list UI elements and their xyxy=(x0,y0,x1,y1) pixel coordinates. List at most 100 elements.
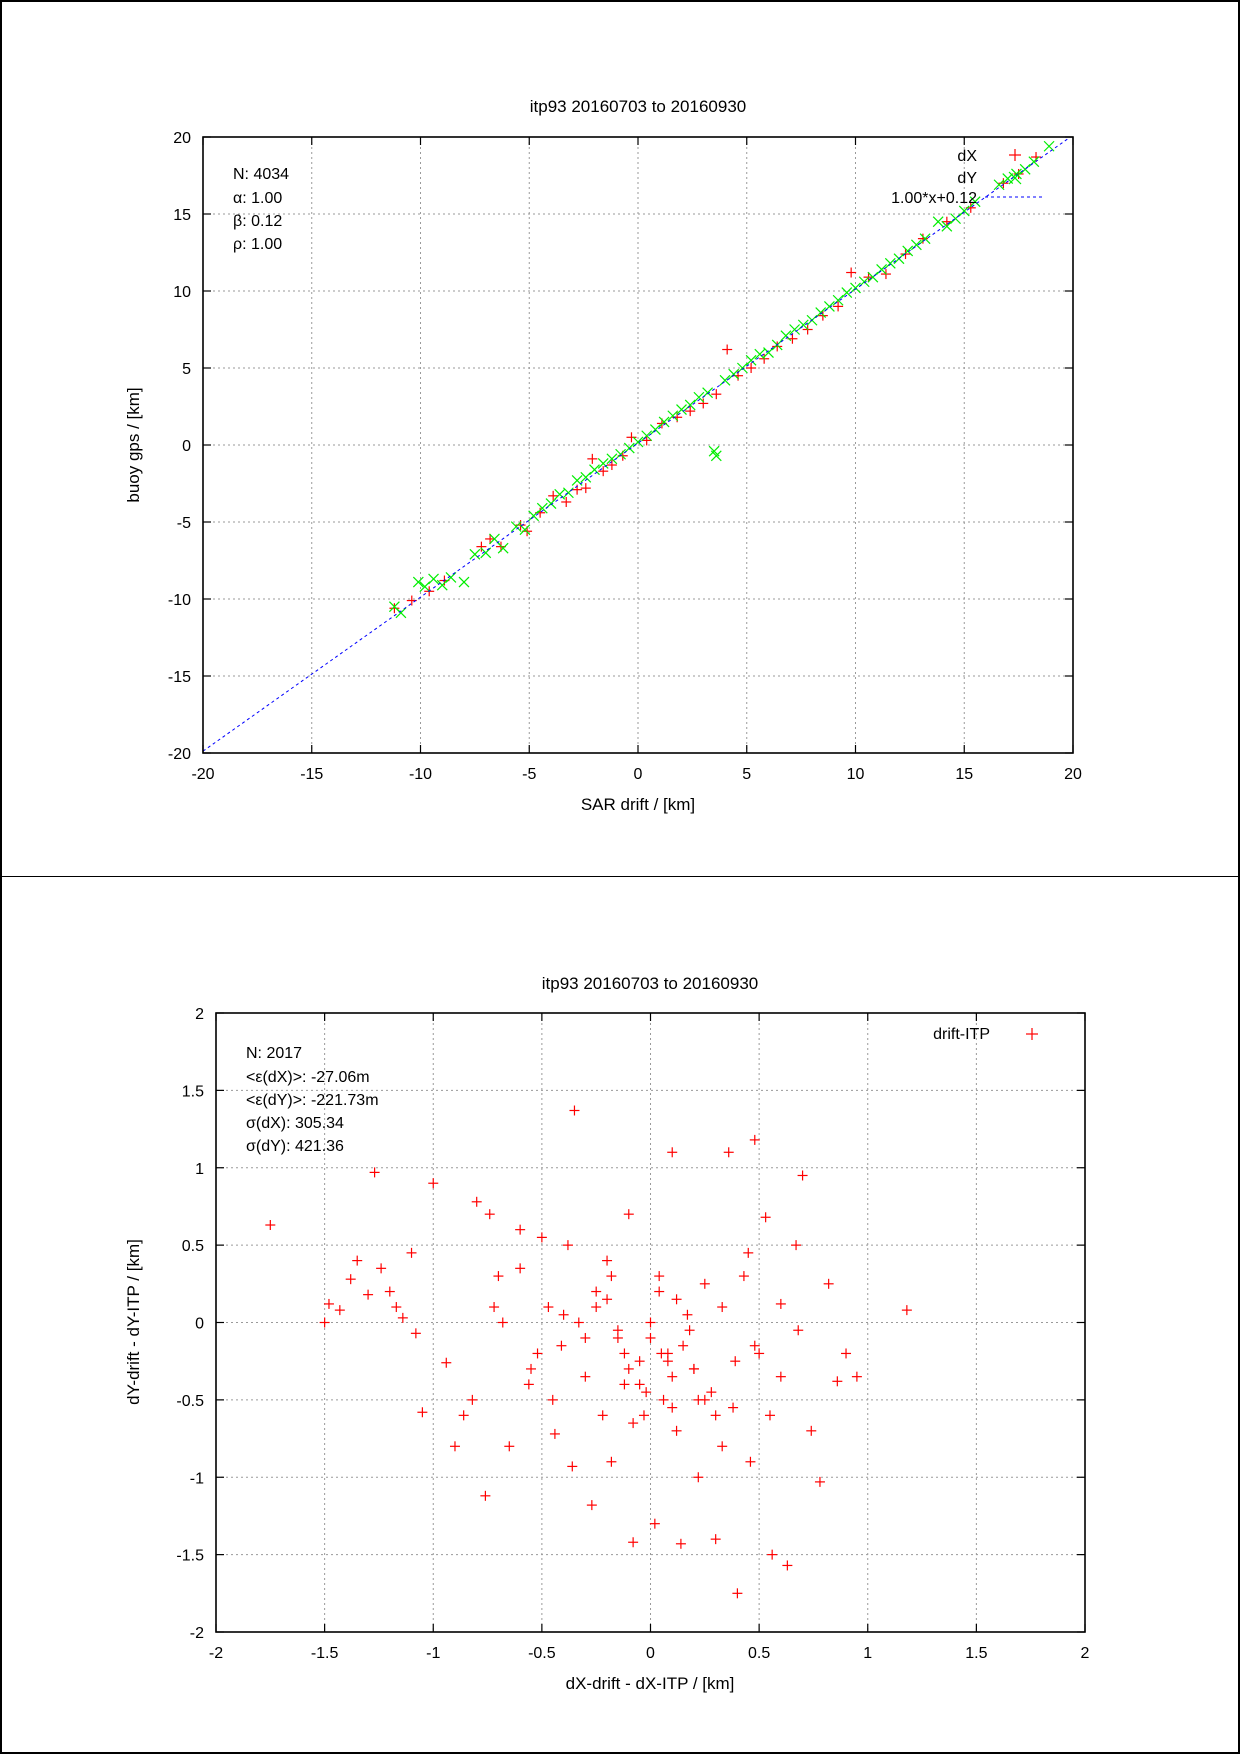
data-point xyxy=(910,239,922,251)
data-point xyxy=(814,1476,825,1487)
marker-stroke xyxy=(684,399,696,411)
marker-stroke xyxy=(528,510,540,522)
marker-stroke xyxy=(489,533,500,545)
data-point xyxy=(547,1394,558,1405)
y-tick-label: -2 xyxy=(190,1625,204,1642)
data-point xyxy=(567,1461,578,1472)
marker-stroke xyxy=(519,524,531,536)
annotation-rho: ρ: 1.00 xyxy=(233,236,282,253)
data-point xyxy=(558,1309,569,1320)
marker-stroke xyxy=(667,410,679,422)
fit-line xyxy=(202,136,1071,752)
data-point xyxy=(397,1312,408,1323)
data-point xyxy=(586,1500,597,1511)
annotation-sigma-dy: σ(dY): 421.36 xyxy=(246,1138,344,1155)
scatter-chart-top: -20 -15 -10 -5 0 5 10 15 20 20 15 10 5 0 -5 -10 -15 -20 i… xyxy=(124,97,1082,814)
data-point xyxy=(884,257,896,269)
chart-grid xyxy=(216,1013,1085,1632)
data-point xyxy=(389,603,400,614)
data-point xyxy=(645,1332,656,1343)
data-point xyxy=(867,271,879,283)
data-point xyxy=(1031,152,1042,163)
data-point xyxy=(615,448,627,460)
data-point xyxy=(536,1232,547,1243)
x-tick-label: 20 xyxy=(1064,766,1082,783)
data-point xyxy=(587,453,598,464)
data-point xyxy=(323,1298,334,1309)
data-point xyxy=(749,1340,760,1351)
data-point xyxy=(417,1407,428,1418)
data-point xyxy=(395,607,407,619)
data-point xyxy=(667,1147,678,1158)
data-point xyxy=(562,487,574,499)
data-point xyxy=(623,1363,634,1374)
x-tick-label: -5 xyxy=(522,766,536,783)
data-point xyxy=(384,1286,395,1297)
data-point xyxy=(445,572,457,583)
x-tick-label: -0.5 xyxy=(528,1645,556,1662)
x-tick-label: -1.5 xyxy=(311,1645,339,1662)
data-point xyxy=(710,1534,721,1545)
data-point xyxy=(667,410,679,422)
bottom-figure-frame xyxy=(0,876,1240,1754)
data-point xyxy=(688,1363,699,1374)
data-point xyxy=(791,1240,802,1251)
marker-stroke xyxy=(950,213,961,225)
data-point xyxy=(573,1317,584,1328)
y-axis-label: buoy gps / [km] xyxy=(124,387,143,502)
data-point xyxy=(941,216,952,227)
data-point xyxy=(623,1209,634,1220)
x-axis-label: SAR drift / [km] xyxy=(581,795,695,814)
data-point xyxy=(536,502,548,514)
data-point xyxy=(745,354,757,366)
data-point xyxy=(352,1255,363,1266)
chart-series xyxy=(265,1105,912,1599)
legend-label-drift-itp: drift-ITP xyxy=(933,1026,990,1043)
marker-stroke xyxy=(676,404,687,416)
data-point xyxy=(754,348,766,360)
marker-stroke xyxy=(932,216,944,228)
data-point xyxy=(556,1340,567,1351)
data-point xyxy=(738,1271,749,1282)
stats-annotation: N: 4034 α: 1.00 β: 0.12 ρ: 1.00 xyxy=(233,166,289,253)
marker-stroke xyxy=(693,391,705,403)
data-point xyxy=(732,1588,743,1599)
x-tick-label: 1.5 xyxy=(965,1645,987,1662)
annotation-n: N: 4034 xyxy=(233,166,289,183)
data-point xyxy=(580,1371,591,1382)
data-point xyxy=(797,319,809,331)
data-point xyxy=(412,576,424,588)
marker-stroke xyxy=(419,581,431,593)
fit-line-path xyxy=(202,136,1071,752)
data-point xyxy=(730,1356,741,1367)
marker-stroke xyxy=(580,471,592,483)
data-point xyxy=(782,1560,793,1571)
data-point xyxy=(612,1332,623,1343)
data-point xyxy=(841,1348,852,1359)
data-point xyxy=(497,1317,508,1328)
y-tick-label: 1.5 xyxy=(182,1083,204,1100)
data-point xyxy=(597,1410,608,1421)
annotation-mean-dy: <ε(dY)>: -221.73m xyxy=(246,1092,379,1109)
data-point xyxy=(619,1348,630,1359)
marker-stroke xyxy=(1019,163,1031,175)
data-point xyxy=(919,233,931,245)
y-tick-label: 5 xyxy=(182,361,191,378)
marker-stroke xyxy=(615,448,627,460)
data-point xyxy=(775,1371,786,1382)
data-point xyxy=(767,1549,778,1560)
data-point xyxy=(780,330,792,342)
y-tick-label: 10 xyxy=(173,284,191,301)
data-point xyxy=(504,1441,515,1452)
marker-stroke xyxy=(458,576,470,588)
marker-stroke xyxy=(510,521,522,533)
data-point xyxy=(515,1224,526,1235)
legend-label-dx: dX xyxy=(957,148,977,165)
y-tick-label: -5 xyxy=(177,515,191,532)
data-point xyxy=(693,391,705,403)
data-point xyxy=(685,406,696,417)
x-tick-label: 10 xyxy=(847,766,865,783)
marker-stroke xyxy=(1002,173,1014,185)
marker-stroke xyxy=(412,576,424,588)
data-point xyxy=(484,1209,495,1220)
